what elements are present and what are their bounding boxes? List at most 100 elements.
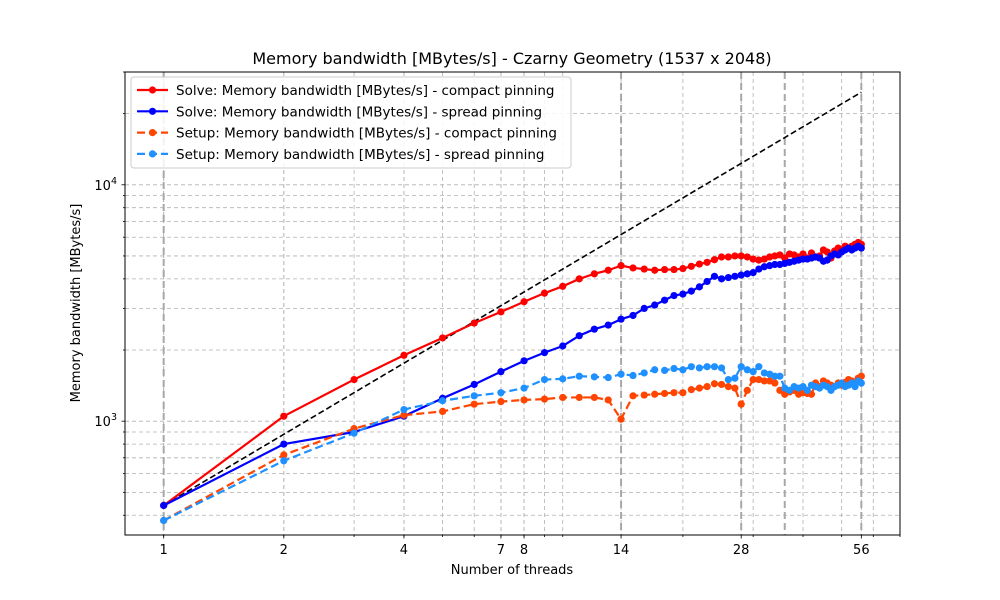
data-point	[731, 374, 739, 382]
data-point	[803, 386, 811, 394]
data-point	[520, 357, 528, 365]
data-point	[724, 273, 732, 282]
data-point	[160, 516, 168, 525]
x-tick-label: 8	[520, 543, 528, 558]
data-point	[439, 334, 447, 342]
legend: Solve: Memory bandwidth [MBytes/s] - com…	[130, 76, 572, 169]
x-tick-label: 14	[613, 543, 630, 558]
data-point	[470, 392, 478, 400]
data-point	[280, 440, 288, 448]
data-point	[776, 372, 784, 380]
x-tick-label: 56	[853, 543, 870, 558]
data-point	[640, 369, 648, 377]
x-tick-label: 4	[400, 543, 408, 558]
data-point	[520, 384, 528, 392]
data-point	[731, 272, 739, 280]
data-point	[617, 315, 625, 323]
data-point	[280, 457, 288, 465]
data-point	[160, 501, 168, 510]
data-point	[703, 258, 711, 266]
legend-swatch-marker	[148, 86, 157, 94]
data-point	[439, 397, 447, 405]
series-2	[160, 242, 865, 510]
data-point	[755, 363, 763, 371]
data-point	[280, 451, 288, 459]
x-tick-label: 7	[497, 543, 505, 558]
data-point	[679, 265, 687, 273]
data-point	[661, 265, 669, 274]
data-point	[731, 252, 739, 260]
data-point	[737, 400, 745, 408]
data-point	[857, 379, 865, 387]
data-point	[590, 270, 598, 278]
data-point	[400, 405, 408, 414]
data-point	[670, 364, 678, 373]
legend-label: Solve: Memory bandwidth [MBytes/s] - spr…	[176, 104, 542, 120]
data-point	[590, 373, 598, 381]
data-point	[651, 301, 659, 309]
data-point	[604, 396, 612, 404]
data-point	[771, 260, 779, 269]
legend-swatch-marker	[148, 129, 157, 137]
data-point	[781, 254, 789, 262]
data-point	[497, 308, 505, 316]
data-point	[400, 411, 408, 419]
series-group	[160, 238, 865, 525]
data-point	[617, 370, 625, 378]
data-point	[661, 366, 669, 374]
data-point	[640, 265, 648, 273]
data-point	[497, 389, 505, 397]
data-point	[771, 372, 779, 380]
legend-swatch-marker	[148, 107, 157, 115]
data-point	[617, 415, 625, 423]
data-point	[771, 379, 779, 387]
data-point	[695, 364, 703, 372]
data-point	[651, 366, 659, 374]
data-point	[755, 375, 763, 384]
data-point	[687, 363, 695, 371]
data-point	[695, 283, 703, 291]
data-point	[575, 393, 583, 402]
data-point	[679, 389, 687, 397]
data-point	[559, 375, 567, 383]
data-point	[724, 383, 732, 391]
series-4	[160, 363, 865, 525]
legend-frame	[130, 76, 572, 169]
data-point	[743, 386, 751, 394]
data-point	[743, 270, 751, 278]
y-axis-label: Memory bandwidth [MBytes/s]	[69, 204, 84, 403]
legend-swatch-marker	[148, 150, 157, 158]
data-point	[575, 275, 583, 283]
data-point	[661, 389, 669, 398]
data-point	[679, 290, 687, 298]
data-point	[604, 321, 612, 329]
data-point	[717, 380, 726, 389]
data-point	[640, 391, 648, 399]
data-point	[575, 332, 583, 340]
ideal-line	[163, 91, 862, 507]
data-point	[755, 256, 763, 264]
data-point	[737, 363, 745, 371]
y-tick-base: 10	[94, 179, 111, 194]
data-point	[604, 266, 612, 274]
y-tick-base: 10	[94, 415, 111, 430]
data-point	[724, 253, 732, 261]
legend-label: Solve: Memory bandwidth [MBytes/s] - com…	[176, 83, 554, 99]
ideal-scaling-line	[163, 91, 862, 507]
data-point	[731, 384, 739, 392]
data-point	[590, 393, 598, 402]
y-tick-label: 103	[94, 412, 117, 430]
data-point	[737, 252, 745, 260]
data-point	[629, 264, 637, 272]
data-point	[743, 253, 751, 261]
legend-entry: Setup: Memory bandwidth [MBytes/s] - spr…	[137, 147, 545, 163]
data-point	[590, 325, 598, 333]
data-point	[470, 380, 478, 389]
data-point	[280, 412, 288, 420]
data-point	[540, 375, 549, 384]
data-point	[749, 368, 757, 376]
data-point	[857, 244, 865, 252]
data-point	[540, 349, 549, 357]
data-point	[695, 384, 703, 392]
data-point	[755, 265, 763, 273]
